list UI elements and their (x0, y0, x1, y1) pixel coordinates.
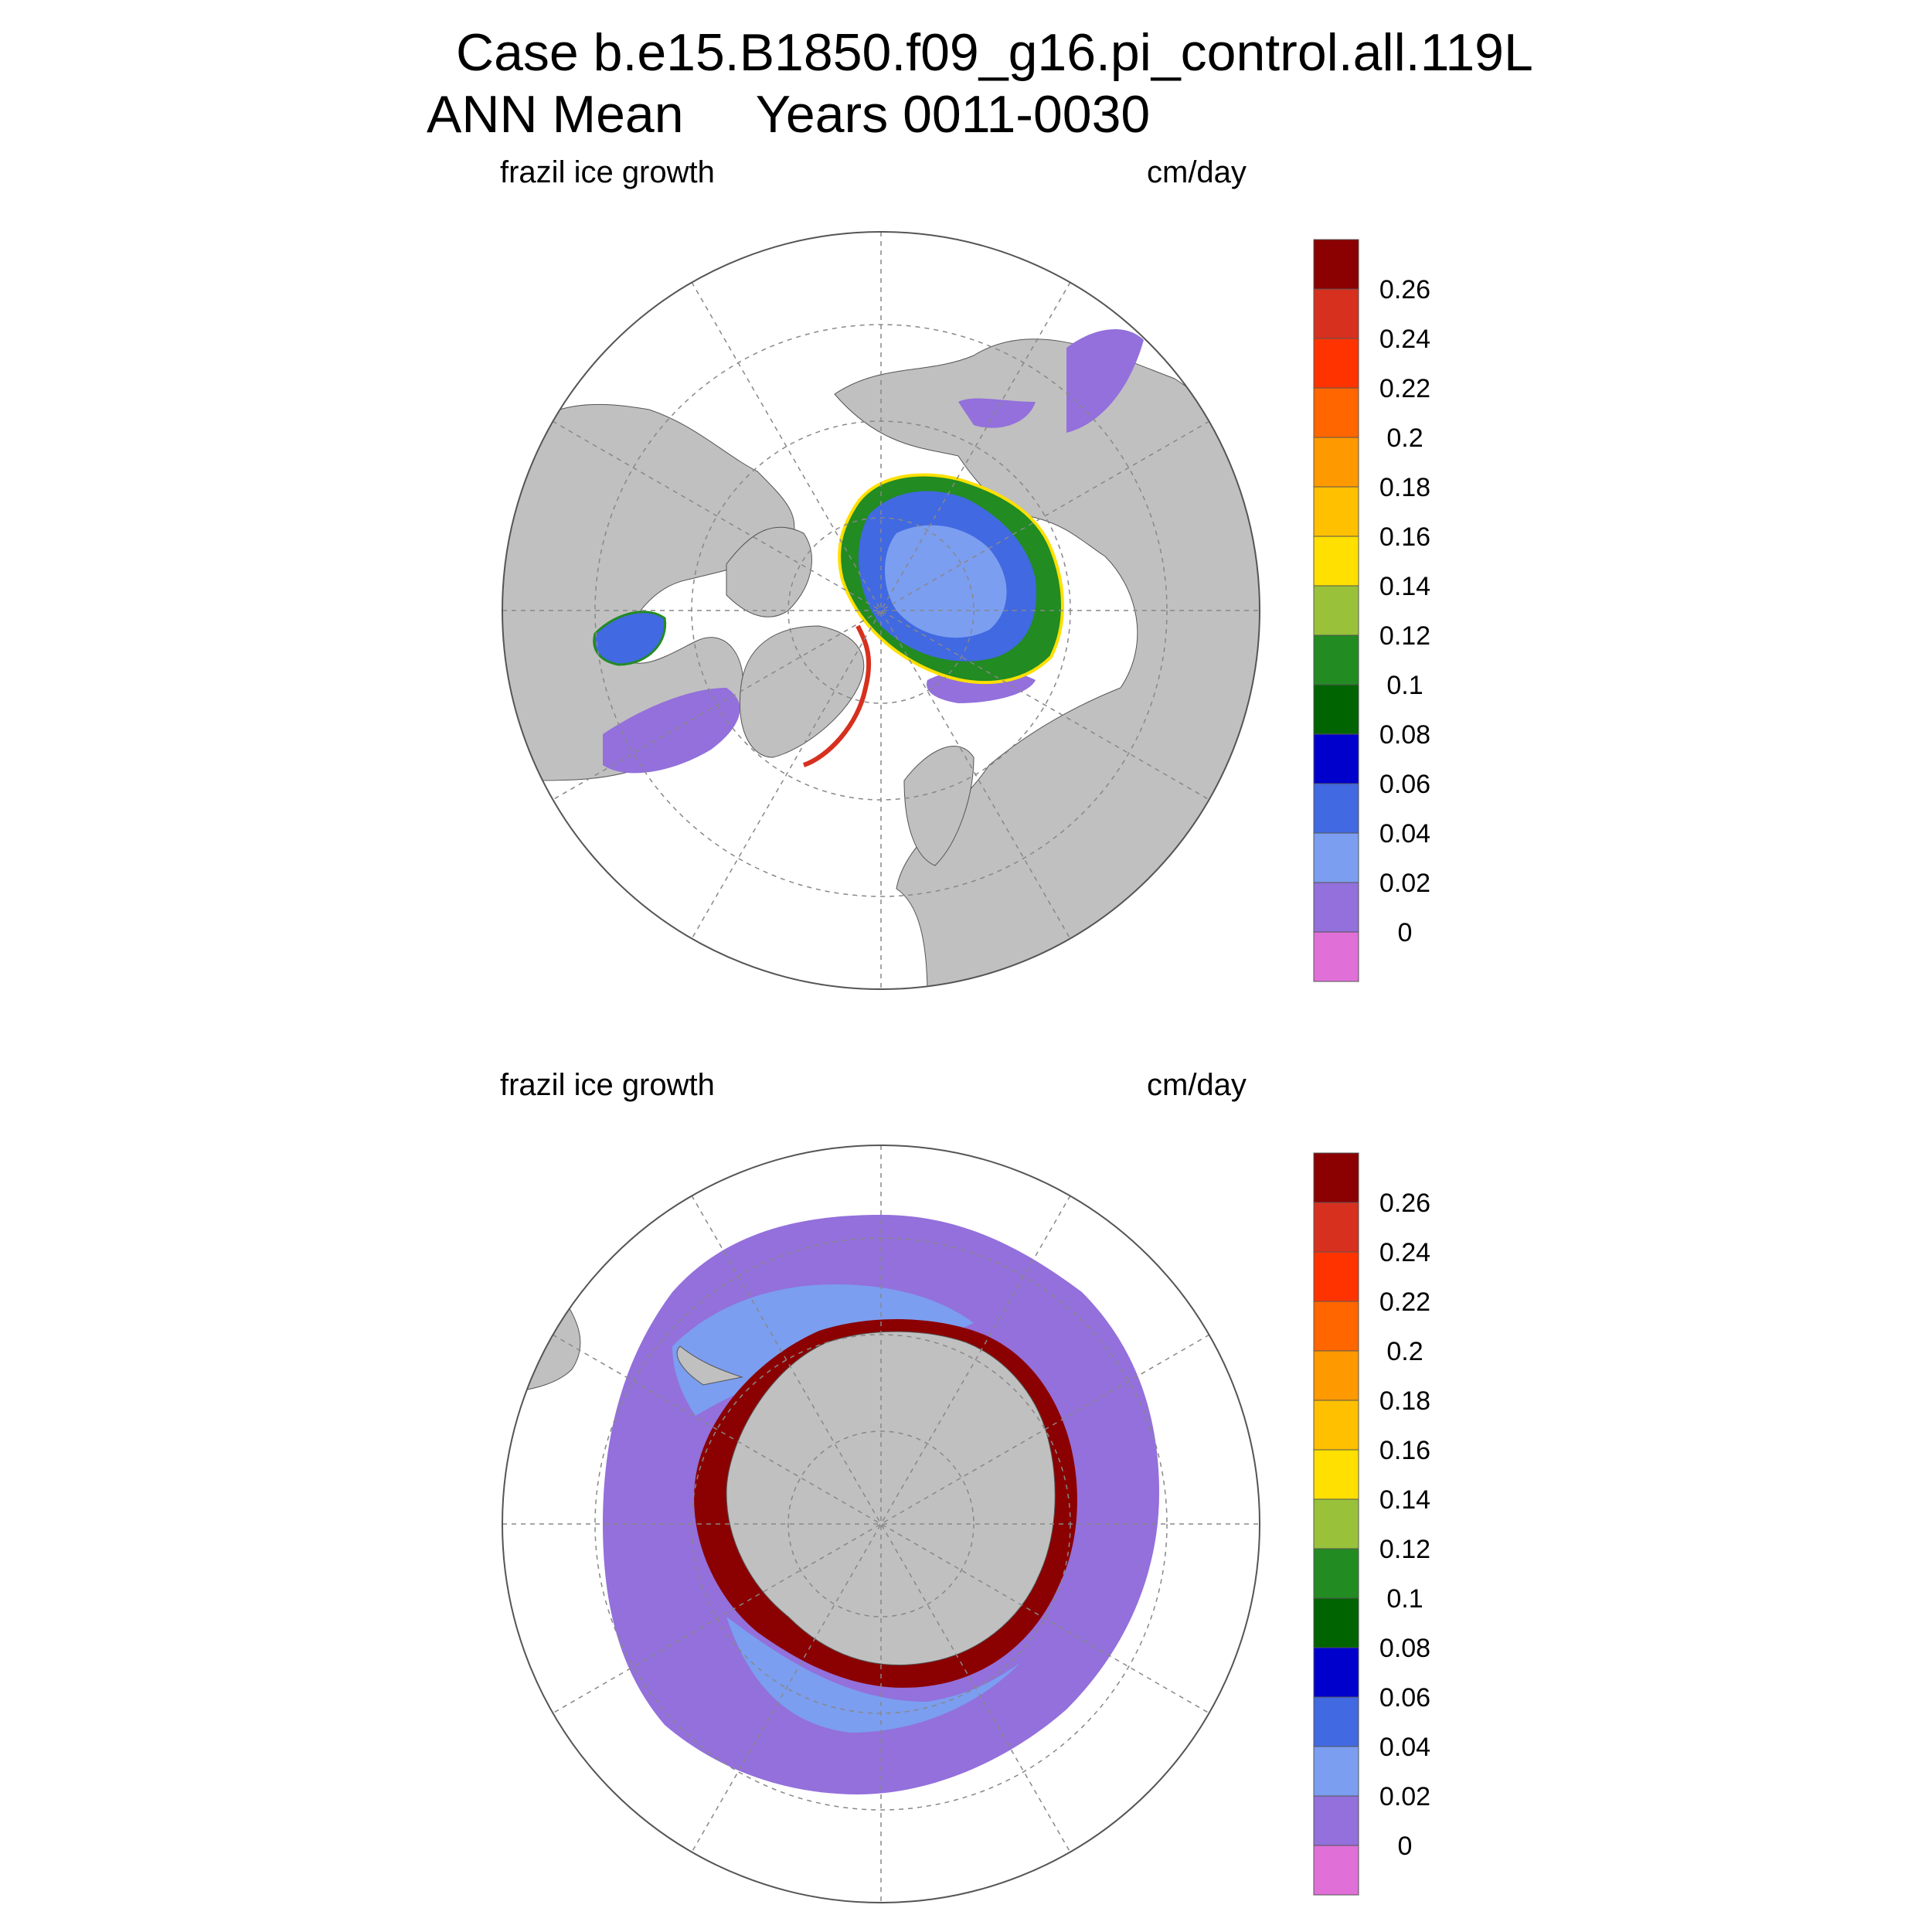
north-colorbar-swatch (1313, 585, 1359, 636)
north-colorbar-swatch (1313, 288, 1359, 339)
south-panel-variable-label: frazil ice growth (500, 1068, 715, 1102)
south-colorbar-swatch (1313, 1449, 1359, 1500)
north-colorbar-tick-label: 0.26 (1379, 275, 1430, 304)
south-colorbar-tick-label: 0.12 (1379, 1535, 1430, 1564)
south-map-boundary (502, 1145, 1260, 1903)
north-colorbar-swatch (1313, 684, 1359, 735)
south-colorbar-swatch (1313, 1746, 1359, 1797)
south-colorbar-tick-label: 0.04 (1379, 1733, 1430, 1762)
north-colorbar-tick-label: 0.1 (1386, 671, 1423, 700)
north-map-boundary (502, 231, 1260, 990)
north-scandinavia-land (903, 746, 975, 866)
north-panel-variable-label: frazil ice growth (500, 155, 715, 189)
south-panel-units-label: cm/day (1147, 1068, 1247, 1102)
north-colorbar-tick-label: 0.04 (1379, 819, 1430, 849)
north-colorbar-tick-label: 0.02 (1379, 869, 1430, 898)
north-colorbar-tick-label: 0.16 (1379, 522, 1430, 552)
north-colorbar-tick-label: 0.24 (1379, 325, 1430, 354)
north-colorbar-swatch (1313, 783, 1359, 834)
north-field-low-0-0.02 (1066, 329, 1144, 433)
north-colorbar-swatch (1313, 239, 1359, 290)
north-colorbar-swatch (1313, 338, 1359, 389)
north-colorbar-tick-label: 0.06 (1379, 770, 1430, 799)
north-colorbar-swatch (1313, 437, 1359, 488)
south-colorbar-swatch (1313, 1301, 1359, 1352)
south-colorbar-swatch (1313, 1202, 1359, 1253)
south-colorbar-tick-label: 0.06 (1379, 1683, 1430, 1713)
south-graticule (502, 1145, 1260, 1903)
north-colorbar-tick-label: 0.22 (1379, 374, 1430, 403)
south-colorbar-tick-label: 0.02 (1379, 1782, 1430, 1811)
south-colorbar-tick-label: 0.22 (1379, 1287, 1430, 1317)
north-colorbar-tick-label: 0.12 (1379, 621, 1430, 651)
south-colorbar-tick-label: 0.1 (1386, 1584, 1423, 1614)
south-colorbar-swatch (1313, 1597, 1359, 1648)
north-greenland-land (739, 625, 865, 758)
south-colorbar-swatch (1313, 1400, 1359, 1451)
north-colorbar: 0.26 0.24 0.22 0.2 0.18 0.16 0.14 0.12 0.1 0.08 0.… (1313, 239, 1430, 982)
north-colorbar-tick-label: 0 (1398, 918, 1413, 947)
north-colorbar-swatch (1313, 486, 1359, 537)
south-colorbar-swatch (1313, 1845, 1359, 1896)
north-colorbar-swatch (1313, 634, 1359, 685)
south-colorbar-swatch (1313, 1696, 1359, 1747)
north-colorbar-tick-label: 0.14 (1379, 572, 1430, 601)
south-polar-map (502, 1145, 1260, 1903)
south-colorbar-tick-label: 0.14 (1379, 1485, 1430, 1515)
south-colorbar-swatch (1313, 1350, 1359, 1401)
north-colorbar-tick-label: 0.18 (1379, 473, 1430, 502)
north-colorbar-swatch (1313, 882, 1359, 933)
south-colorbar-tick-label: 0.08 (1379, 1634, 1430, 1663)
figure-title-period: ANN Mean Years 0011-0030 (427, 85, 1151, 144)
north-panel-units-label: cm/day (1147, 155, 1247, 189)
north-canadian-archipelago-land (726, 526, 812, 617)
south-colorbar-tick-label: 0.16 (1379, 1436, 1430, 1465)
south-colorbar-tick-label: 0.18 (1379, 1386, 1430, 1416)
south-colorbar-tick-label: 0 (1398, 1832, 1413, 1861)
south-colorbar-swatch (1313, 1152, 1359, 1203)
south-colorbar-swatch (1313, 1647, 1359, 1698)
south-colorbar-tick-label: 0.26 (1379, 1189, 1430, 1218)
north-colorbar-swatch (1313, 931, 1359, 982)
north-colorbar-swatch (1313, 536, 1359, 587)
south-antarctica-land (726, 1331, 1056, 1665)
south-colorbar-swatch (1313, 1795, 1359, 1846)
south-colorbar-swatch (1313, 1548, 1359, 1599)
north-field-baffin-0.04-0.06 (593, 611, 667, 666)
north-colorbar-swatch (1313, 832, 1359, 883)
south-colorbar: 0.26 0.24 0.22 0.2 0.18 0.16 0.14 0.12 0.1 0.08 0.… (1313, 1152, 1430, 1896)
north-field-central-arctic-0.02-0.04 (885, 525, 1007, 638)
figure-title-case: Case b.e15.B1850.f09_g16.pi_control.all.… (456, 23, 1533, 82)
north-field-low-0-0.02 (958, 398, 1036, 428)
north-field-greenland-coast-0.12-0.26 (802, 624, 872, 767)
south-colorbar-tick-label: 0.2 (1386, 1337, 1423, 1366)
north-graticule (502, 232, 1260, 989)
north-colorbar-tick-label: 0.08 (1379, 720, 1430, 750)
south-colorbar-swatch (1313, 1251, 1359, 1302)
north-colorbar-tick-label: 0.2 (1386, 423, 1423, 453)
north-colorbar-swatch (1313, 733, 1359, 784)
south-colorbar-tick-label: 0.24 (1379, 1238, 1430, 1267)
south-colorbar-swatch (1313, 1498, 1359, 1549)
south-peninsula-land (676, 1345, 743, 1386)
north-polar-map (502, 231, 1260, 990)
south-field-0.02-0.04 (726, 1617, 1020, 1733)
north-colorbar-swatch (1313, 387, 1359, 438)
